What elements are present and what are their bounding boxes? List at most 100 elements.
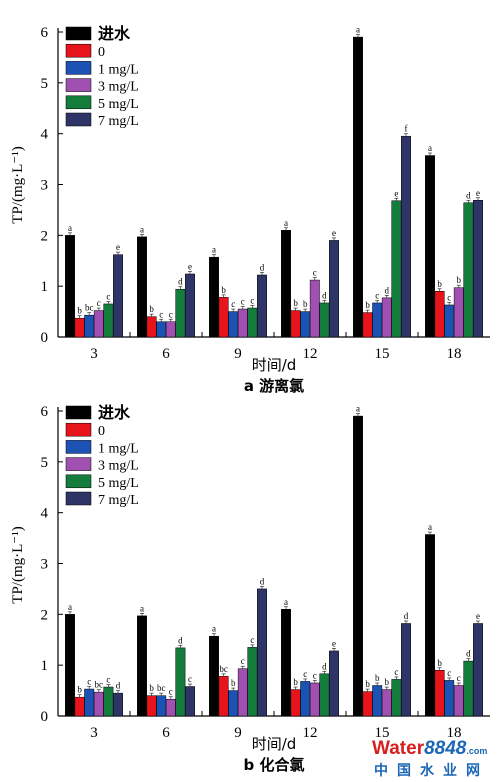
bar <box>444 680 455 717</box>
data-label: c <box>106 291 110 301</box>
x-tick-label: 6 <box>162 725 170 741</box>
bar <box>300 311 311 338</box>
legend-swatch <box>65 440 92 454</box>
bar <box>372 302 383 338</box>
data-label: a <box>140 224 144 234</box>
legend-swatch <box>65 491 92 506</box>
y-tick-label: 3 <box>41 178 49 194</box>
bar <box>329 650 339 717</box>
legend-label: 5 mg/L <box>98 97 139 112</box>
bar <box>353 415 363 717</box>
legend-swatch <box>65 405 92 420</box>
data-label: bc <box>95 680 104 690</box>
x-tick-label: 18 <box>447 346 462 362</box>
legend-label: 0 <box>98 45 105 60</box>
data-label: d <box>404 611 409 621</box>
bar <box>146 695 157 717</box>
bar <box>185 273 195 338</box>
data-label: a <box>428 143 432 153</box>
y-tick-label: 1 <box>41 279 49 295</box>
y-tick-label: 2 <box>41 228 49 244</box>
watermark-line2: 中国水业网 <box>374 763 489 779</box>
bar <box>185 686 195 717</box>
bar <box>463 660 474 717</box>
data-label: c <box>188 674 192 684</box>
data-label: d <box>322 661 327 671</box>
bar <box>362 691 373 717</box>
y-tick-label: 5 <box>41 76 49 92</box>
x-tick-label: 12 <box>303 346 318 362</box>
bar <box>209 256 219 338</box>
bar <box>165 321 176 338</box>
bar <box>453 287 464 338</box>
panel-title: a 游离氯 <box>244 377 304 395</box>
data-label: d <box>322 290 327 300</box>
bar <box>218 297 229 338</box>
bar <box>175 288 186 338</box>
data-label: c <box>250 635 254 645</box>
data-label: d <box>260 576 265 586</box>
data-label: b <box>293 298 298 308</box>
bar <box>381 297 392 338</box>
bar <box>74 696 85 717</box>
data-label: bc <box>219 664 228 674</box>
data-label: c <box>97 298 101 308</box>
y-axis-title: TP/(mg·L⁻¹) <box>10 526 26 603</box>
bar <box>74 317 85 338</box>
data-label: d <box>466 649 471 659</box>
bar <box>218 676 229 717</box>
data-label: c <box>231 299 235 309</box>
data-label: a <box>212 245 216 255</box>
legend-label: 5 mg/L <box>98 476 139 491</box>
data-label: c <box>375 290 379 300</box>
data-label: e <box>394 188 398 198</box>
y-tick-label: 5 <box>41 455 49 471</box>
x-tick-label: 3 <box>90 725 98 741</box>
bar <box>257 588 267 717</box>
x-tick-label: 15 <box>375 346 390 362</box>
bar <box>434 670 445 717</box>
data-label: a <box>212 624 216 634</box>
data-label: bc <box>157 683 166 693</box>
data-label: c <box>313 670 317 680</box>
y-tick-label: 2 <box>41 607 49 623</box>
bar <box>209 635 219 717</box>
data-label: b <box>77 306 82 316</box>
bar <box>434 291 445 338</box>
bar <box>65 614 75 717</box>
legend-label: 7 mg/L <box>98 493 139 508</box>
legend-label: 0 <box>98 424 105 439</box>
panel-title: b 化合氯 <box>244 756 305 774</box>
x-tick-label: 9 <box>234 346 242 362</box>
data-label: e <box>476 188 480 198</box>
data-label: b <box>457 275 462 285</box>
bar <box>93 691 104 717</box>
data-label: b <box>303 299 308 309</box>
data-label: d <box>178 277 183 287</box>
legend-swatch <box>65 95 92 110</box>
y-tick-label: 3 <box>41 557 49 573</box>
x-tick-label: 3 <box>90 346 98 362</box>
data-label: c <box>303 669 307 679</box>
bar <box>137 236 147 338</box>
data-label: b <box>231 678 236 688</box>
data-label: c <box>250 296 254 306</box>
data-label: e <box>332 228 336 238</box>
bar <box>228 311 239 338</box>
bar <box>103 303 114 338</box>
bar <box>381 689 392 717</box>
data-label: d <box>116 681 121 691</box>
data-label: c <box>159 309 163 319</box>
x-tick-label: 6 <box>162 346 170 362</box>
legend-swatch <box>65 43 92 58</box>
bar <box>113 692 123 717</box>
data-label: b <box>375 673 380 683</box>
data-label: a <box>428 522 432 532</box>
legend-label: 1 mg/L <box>98 62 139 77</box>
data-label: b <box>149 683 154 693</box>
x-tick-label: 9 <box>234 725 242 741</box>
data-label: d <box>260 262 265 272</box>
data-label: b <box>293 677 298 687</box>
bar <box>473 623 483 717</box>
